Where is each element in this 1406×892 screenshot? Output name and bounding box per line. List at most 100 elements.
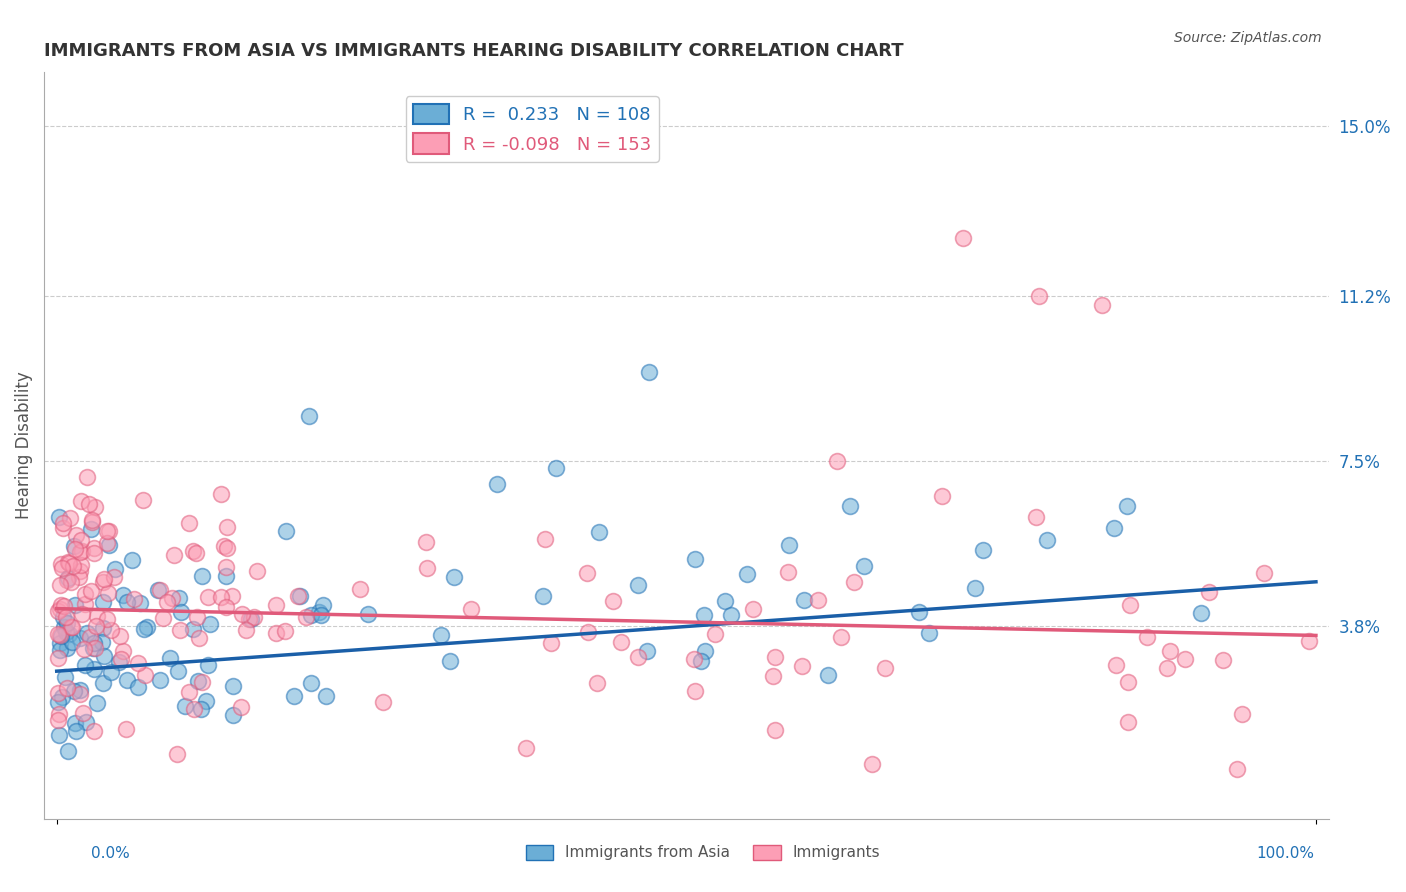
Point <box>51 629 73 643</box>
Point <box>546 460 568 475</box>
Point <box>96 536 118 550</box>
Point <box>873 661 896 675</box>
Point <box>48 706 70 721</box>
Point <box>952 231 974 245</box>
Point <box>602 594 624 608</box>
Point <box>73 642 96 657</box>
Point <box>167 591 190 606</box>
Point <box>53 670 76 684</box>
Point <box>1253 566 1275 580</box>
Point <box>817 668 839 682</box>
Point <box>93 648 115 663</box>
Legend: R =  0.233   N = 108, R = -0.098   N = 153: R = 0.233 N = 108, R = -0.098 N = 153 <box>405 96 659 161</box>
Point <box>295 609 318 624</box>
Text: 100.0%: 100.0% <box>1257 847 1315 861</box>
Point <box>179 685 201 699</box>
Point <box>53 599 76 613</box>
Point <box>75 658 97 673</box>
Point <box>830 630 852 644</box>
Point <box>215 599 238 614</box>
Point <box>299 676 322 690</box>
Point <box>59 620 82 634</box>
Point <box>77 497 100 511</box>
Point <box>174 698 197 713</box>
Point <box>166 664 188 678</box>
Point <box>134 622 156 636</box>
Point <box>115 595 138 609</box>
Point <box>55 609 77 624</box>
Point <box>58 627 80 641</box>
Point <box>908 605 931 619</box>
Point <box>51 521 73 535</box>
Point <box>146 582 169 597</box>
Point <box>76 625 98 640</box>
Point <box>163 548 186 562</box>
Point <box>52 610 75 624</box>
Point <box>69 564 91 578</box>
Point <box>1116 499 1139 513</box>
Point <box>72 543 94 558</box>
Point <box>211 487 233 501</box>
Point <box>69 494 91 508</box>
Point <box>188 631 211 645</box>
Point <box>65 723 87 738</box>
Point <box>73 597 96 611</box>
Point <box>83 635 105 649</box>
Y-axis label: Hearing Disability: Hearing Disability <box>15 372 32 519</box>
Point <box>222 707 245 722</box>
Point <box>63 542 86 557</box>
Point <box>97 585 120 599</box>
Point <box>91 595 114 609</box>
Point <box>135 619 157 633</box>
Point <box>56 555 79 569</box>
Point <box>69 687 91 701</box>
Point <box>115 673 138 688</box>
Point <box>60 619 83 633</box>
Point <box>274 624 297 638</box>
Point <box>60 635 83 649</box>
Point <box>115 722 138 736</box>
Point <box>1174 651 1197 665</box>
Point <box>297 409 319 424</box>
Point <box>737 566 759 581</box>
Point <box>274 524 297 538</box>
Point <box>793 593 815 607</box>
Point <box>312 598 335 612</box>
Point <box>48 695 70 709</box>
Point <box>83 662 105 676</box>
Point <box>191 675 214 690</box>
Point <box>246 564 269 578</box>
Point <box>1105 657 1128 672</box>
Point <box>610 634 633 648</box>
Point <box>134 668 156 682</box>
Point <box>683 652 706 666</box>
Point <box>215 568 238 582</box>
Point <box>763 650 786 665</box>
Point <box>169 623 191 637</box>
Point <box>82 512 104 526</box>
Point <box>191 569 214 583</box>
Point <box>439 654 461 668</box>
Point <box>287 589 309 603</box>
Point <box>778 538 800 552</box>
Text: 0.0%: 0.0% <box>91 847 131 861</box>
Point <box>110 629 132 643</box>
Point <box>239 612 262 626</box>
Point <box>515 741 537 756</box>
Point <box>195 694 218 708</box>
Point <box>288 590 311 604</box>
Point <box>103 570 125 584</box>
Point <box>197 657 219 672</box>
Point <box>129 596 152 610</box>
Point <box>63 683 86 698</box>
Point <box>48 509 70 524</box>
Point <box>373 695 395 709</box>
Point <box>209 590 232 604</box>
Point <box>52 516 75 530</box>
Point <box>63 540 86 554</box>
Point <box>531 589 554 603</box>
Point <box>56 574 79 588</box>
Point <box>1116 674 1139 689</box>
Point <box>75 714 97 729</box>
Point <box>693 643 716 657</box>
